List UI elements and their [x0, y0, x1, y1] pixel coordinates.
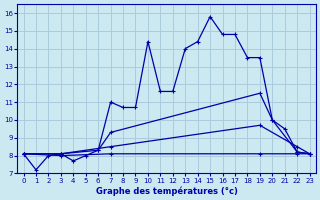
X-axis label: Graphe des températures (°c): Graphe des températures (°c)	[96, 186, 237, 196]
